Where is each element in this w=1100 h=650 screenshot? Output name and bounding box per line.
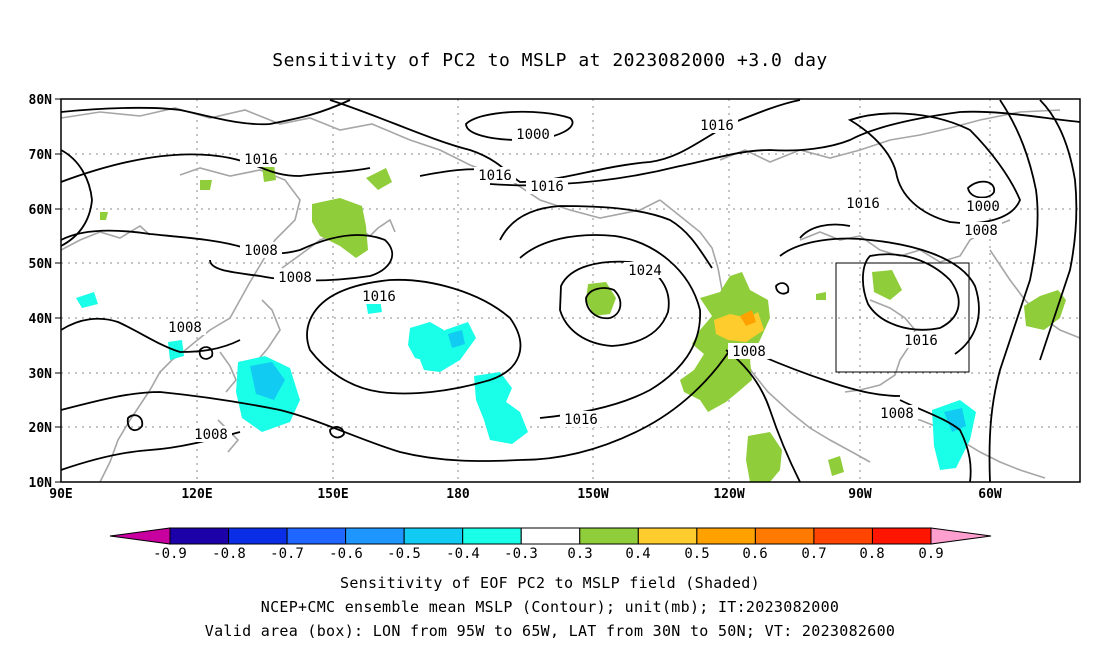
contour-label: 1008 xyxy=(278,270,312,286)
colorbar-label: 0.7 xyxy=(801,546,826,562)
colorbar-label: -0.7 xyxy=(270,546,304,562)
caption-line-1: Sensitivity of EOF PC2 to MSLP field (Sh… xyxy=(340,574,760,592)
colorbar-high-triangle xyxy=(930,527,992,545)
colorbar-label: 0.6 xyxy=(742,546,767,562)
lat-label: 40N xyxy=(29,312,53,327)
lon-label: 90E xyxy=(49,487,72,502)
contour-label: 1008 xyxy=(244,243,278,259)
map-title: Sensitivity of PC2 to MSLP at 2023082000… xyxy=(272,50,828,71)
colorbar-cell xyxy=(462,527,522,545)
colorbar-cell xyxy=(520,527,581,545)
colorbar: -0.9 -0.8 -0.7 -0.6 -0.5 -0.4 -0.3 0.3 0… xyxy=(109,527,992,562)
lat-label: 50N xyxy=(29,257,53,272)
lat-label: 10N xyxy=(29,476,53,491)
contour-label: 1016 xyxy=(846,196,880,212)
colorbar-label: 0.9 xyxy=(918,546,943,562)
contour-label: 1008 xyxy=(732,344,766,360)
lat-label: 80N xyxy=(29,93,53,108)
colorbar-cell xyxy=(345,527,405,545)
contour-label: 1008 xyxy=(964,223,998,239)
contour-label: 1000 xyxy=(966,199,1000,215)
colorbar-cell xyxy=(637,527,698,545)
colorbar-label: -0.9 xyxy=(153,546,187,562)
colorbar-cell xyxy=(286,527,347,545)
contour-label: 1016 xyxy=(530,179,564,195)
lat-label: 60N xyxy=(29,203,53,218)
contour-label: 1024 xyxy=(628,263,662,279)
colorbar-label: 0.5 xyxy=(684,546,709,562)
colorbar-cell xyxy=(871,527,932,545)
contour-label: 1016 xyxy=(478,168,512,184)
contour-label: 1008 xyxy=(168,320,202,336)
colorbar-low-triangle xyxy=(109,527,171,545)
colorbar-cell xyxy=(579,527,639,545)
lon-axis: 90E 120E 150E 180 150W 120W 90W 60W xyxy=(49,487,1002,502)
colorbar-cell xyxy=(403,527,464,545)
lon-label: 120W xyxy=(713,487,744,502)
colorbar-label: -0.5 xyxy=(387,546,421,562)
map-frame xyxy=(60,98,1081,483)
sensitivity-shading xyxy=(76,164,1066,482)
lon-label: 150E xyxy=(317,487,348,502)
contour-label: 1016 xyxy=(564,412,598,428)
colorbar-cell xyxy=(754,527,815,545)
colorbar-label: -0.8 xyxy=(212,546,246,562)
valid-area-box xyxy=(835,262,970,373)
lat-axis: 80N 70N 60N 50N 40N 30N 20N 10N xyxy=(29,93,53,491)
lon-label: 60W xyxy=(978,487,1002,502)
contour-label: 1016 xyxy=(700,118,734,134)
colorbar-cell xyxy=(169,527,230,545)
colorbar-label: -0.6 xyxy=(329,546,363,562)
contour-label: 1016 xyxy=(904,333,938,349)
lat-ticks xyxy=(55,98,61,483)
contour-label: 1000 xyxy=(516,127,550,143)
colorbar-cell xyxy=(813,527,873,545)
contour-label: 1008 xyxy=(194,427,228,443)
lon-label: 90W xyxy=(848,487,872,502)
contour-labels: 1000 1016 1016 1016 1016 1024 1000 1008 … xyxy=(164,117,1004,443)
contour-label: 1016 xyxy=(362,289,396,305)
lon-label: 150W xyxy=(577,487,608,502)
caption-line-3: Valid area (box): LON from 95W to 65W, L… xyxy=(204,622,896,640)
lat-label: 30N xyxy=(29,367,53,382)
contour-label: 1008 xyxy=(880,406,914,422)
lat-label: 20N xyxy=(29,421,53,436)
lat-label: 70N xyxy=(29,148,53,163)
colorbar-label: 0.3 xyxy=(567,546,592,562)
colorbar-cell xyxy=(696,527,756,545)
lon-label: 180 xyxy=(446,487,470,502)
colorbar-label: -0.4 xyxy=(446,546,480,562)
contour-label: 1016 xyxy=(244,152,278,168)
colorbar-cell xyxy=(228,527,288,545)
lon-label: 120E xyxy=(181,487,212,502)
caption-line-2: NCEP+CMC ensemble mean MSLP (Contour); u… xyxy=(260,598,840,616)
colorbar-label: 0.8 xyxy=(859,546,884,562)
colorbar-label: -0.3 xyxy=(504,546,538,562)
colorbar-label: 0.4 xyxy=(625,546,650,562)
